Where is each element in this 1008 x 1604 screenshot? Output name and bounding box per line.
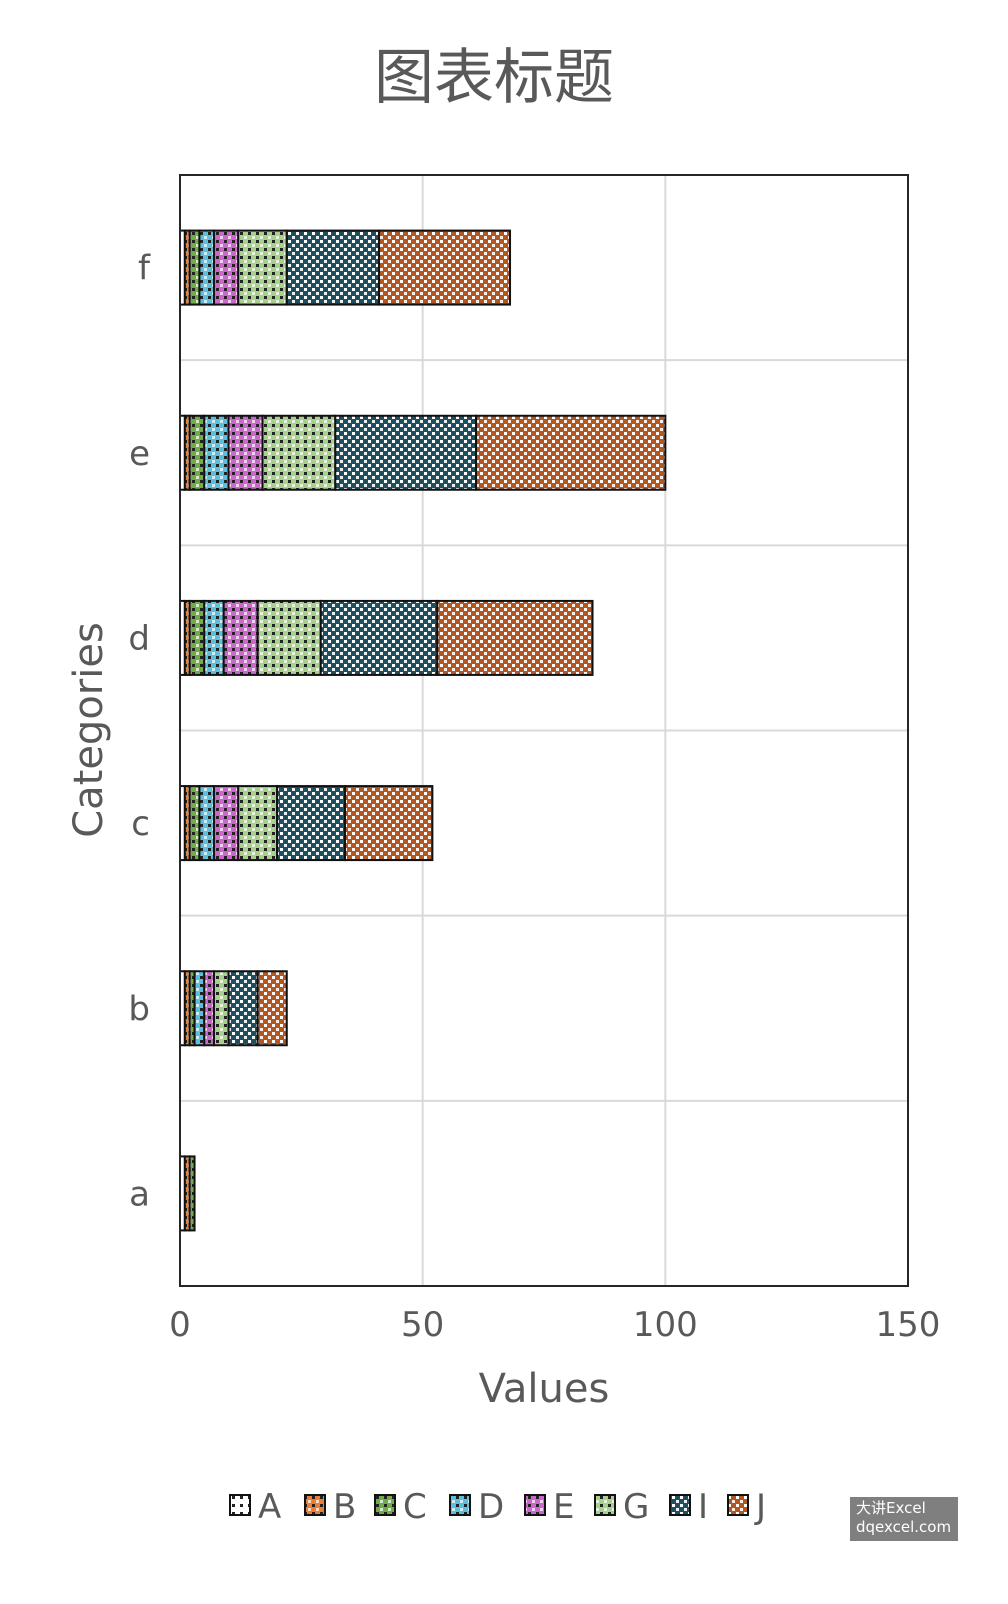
legend-label-I: I (698, 1487, 708, 1527)
legend-item-D: D (449, 1487, 504, 1527)
legend-item-I: I (669, 1487, 708, 1527)
x-axis-label: Values (479, 1366, 610, 1412)
y-tick-label-a: a (129, 1174, 150, 1214)
watermark-line-2: dqexcel.com (856, 1518, 952, 1536)
bar-c-C (188, 785, 201, 862)
bar-c-J (344, 785, 434, 862)
legend-label-A: A (258, 1487, 281, 1527)
bar-f-D (198, 229, 215, 306)
y-tick-label-c: c (131, 804, 150, 844)
bar-d-D (203, 599, 225, 676)
bar-b-D (193, 970, 206, 1047)
bar-f-G (237, 229, 288, 306)
bar-d-J (436, 599, 594, 676)
bar-c-D (198, 785, 215, 862)
legend-label-C: C (403, 1487, 427, 1527)
x-tick-label-50: 50 (401, 1305, 444, 1345)
legend-label-D: D (478, 1487, 504, 1527)
bar-e-I (334, 414, 478, 491)
y-tick-label-d: d (128, 619, 150, 659)
watermark-badge: 大讲Excel dqexcel.com (850, 1497, 958, 1541)
legend-swatch-E (524, 1494, 546, 1516)
x-tick-label-100: 100 (633, 1305, 698, 1345)
legend-swatch-D (449, 1494, 471, 1516)
bar-d-G (256, 599, 322, 676)
bar-d-E (222, 599, 259, 676)
legend-swatch-A (229, 1494, 251, 1516)
bar-c-I (276, 785, 347, 862)
y-axis-label: Categories (66, 622, 112, 838)
bar-c-E (212, 785, 240, 862)
legend-label-E: E (553, 1487, 574, 1527)
legend-label-B: B (333, 1487, 356, 1527)
legend-label-G: G (623, 1487, 649, 1527)
legend-item-G: G (594, 1487, 649, 1527)
bar-e-E (227, 414, 264, 491)
bar-a-C (188, 1155, 196, 1232)
bar-f-C (188, 229, 201, 306)
gridlines (180, 175, 908, 1286)
bar-d-I (319, 599, 439, 676)
watermark-line-1: 大讲Excel (856, 1499, 926, 1517)
bar-e-D (203, 414, 230, 491)
legend-item-B: B (304, 1487, 356, 1527)
legend-label-J: J (754, 1487, 766, 1527)
bar-f-J (377, 229, 512, 306)
bar-e-C (188, 414, 206, 491)
bar-e-J (475, 414, 667, 491)
bar-b-J (256, 970, 288, 1047)
tick-labels: a b c d e f 0 50 100 150 (128, 249, 940, 1345)
legend-swatch-B (304, 1494, 326, 1516)
bars (179, 229, 667, 1232)
legend-swatch-G (594, 1494, 616, 1516)
legend-item-C: C (374, 1487, 427, 1527)
chart-title: 图表标题 (374, 43, 614, 113)
legend-swatch-J (727, 1494, 749, 1516)
legend-swatch-I (669, 1494, 691, 1516)
bar-b-G (212, 970, 230, 1047)
plot-area-frame (179, 174, 909, 1287)
bar-b-I (227, 970, 259, 1047)
x-tick-label-150: 150 (876, 1305, 941, 1345)
bar-e-G (261, 414, 337, 491)
legend-item-E: E (524, 1487, 574, 1527)
legend-swatch-C (374, 1494, 396, 1516)
bar-f-I (285, 229, 380, 306)
bar-f-E (212, 229, 240, 306)
legend-item-A: A (229, 1487, 281, 1527)
bar-d-C (188, 599, 206, 676)
bar-c-G (237, 785, 279, 862)
y-tick-label-e: e (129, 434, 150, 474)
y-tick-label-b: b (128, 989, 150, 1029)
x-tick-label-0: 0 (169, 1305, 191, 1345)
legend-item-J: J (727, 1487, 766, 1527)
y-tick-label-f: f (138, 249, 151, 289)
bar-b-E (203, 970, 215, 1047)
